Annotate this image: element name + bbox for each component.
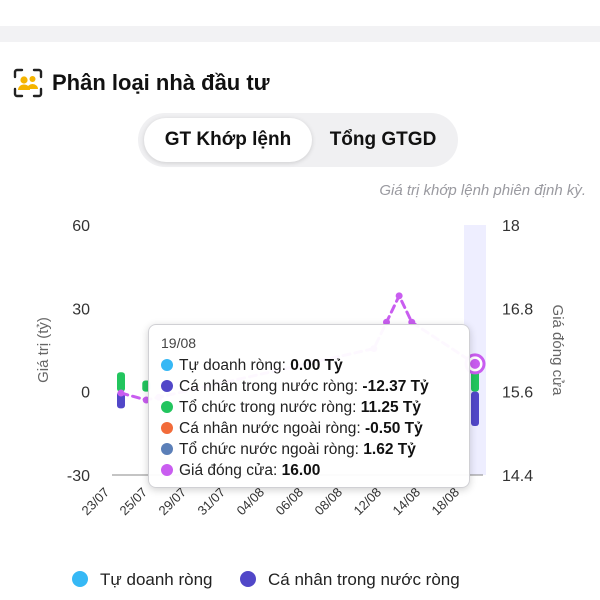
tooltip-label: Tổ chức nước ngoài ròng:: [179, 441, 364, 458]
tooltip-row: Cá nhân trong nước ròng: -12.37 Tỷ: [161, 378, 429, 398]
legend-label: Tự doanh ròng: [100, 570, 213, 589]
tooltip-dot: [161, 401, 173, 413]
chart-tooltip: 19/08 Tự doanh ròng: 0.00 Tỷ Cá nhân tron…: [148, 324, 470, 488]
x-tick-label: 08/08: [312, 485, 346, 519]
x-tick-label: 04/08: [234, 485, 268, 519]
y-tick-label: -30: [67, 468, 90, 485]
x-tick-label: 29/07: [156, 485, 190, 519]
investor-group-icon: [13, 68, 43, 98]
y-tick-label: 0: [81, 385, 90, 402]
legend-dot: [240, 571, 256, 587]
tooltip-dot: [161, 380, 173, 392]
page-title: Phân loại nhà đầu tư: [52, 70, 270, 95]
tooltip-value: 1.62 Tỷ: [363, 441, 416, 458]
y2-tick-label: 18: [502, 218, 520, 235]
tooltip-date: 19/08: [161, 335, 197, 351]
price-point: [117, 389, 125, 397]
tooltip-label: Giá đóng cửa:: [179, 462, 282, 479]
tooltip-row: Cá nhân nước ngoài ròng: -0.50 Tỷ: [161, 420, 423, 440]
x-tick-label: 12/08: [351, 485, 385, 519]
tab-tong-gtgd[interactable]: Tổng GTGD: [329, 129, 437, 150]
legend-item-ca-nhan-trong-nuoc[interactable]: Cá nhân trong nước ròng: [240, 570, 460, 590]
tooltip-row: Tự doanh ròng: 0.00 Tỷ: [161, 357, 343, 377]
tooltip-label: Tự doanh ròng:: [179, 357, 291, 374]
y-tick-label: 30: [72, 301, 90, 318]
top-bar: [0, 26, 600, 42]
tooltip-dot: [161, 359, 173, 371]
chart-note: Giá trị khớp lệnh phiên định kỳ.: [379, 182, 586, 199]
tooltip-value: -0.50 Tỷ: [365, 420, 423, 437]
tooltip-label: Cá nhân trong nước ròng:: [179, 378, 363, 395]
tooltip-label: Cá nhân nước ngoài ròng:: [179, 420, 365, 437]
tooltip-value: -12.37 Tỷ: [362, 378, 429, 395]
x-tick-label: 25/07: [117, 485, 151, 519]
tooltip-row: Giá đóng cửa: 16.00: [161, 462, 320, 482]
tooltip-dot: [161, 422, 173, 434]
y2-tick-label: 15.6: [502, 385, 533, 402]
bar-negative: [471, 391, 479, 427]
legend-item-tu-doanh[interactable]: Tự doanh ròng: [72, 570, 213, 590]
x-tick-label: 06/08: [273, 485, 307, 519]
x-tick-label: 31/07: [195, 485, 229, 519]
tooltip-row: Tổ chức trong nước ròng: 11.25 Tỷ: [161, 399, 421, 419]
price-point: [470, 358, 480, 369]
y2-tick-label: 16.8: [502, 301, 533, 318]
tooltip-value: 16.00: [281, 462, 321, 479]
price-point: [383, 318, 390, 326]
tooltip-value: 0.00 Tỷ: [290, 357, 343, 374]
y2-tick-label: 14.4: [502, 468, 533, 485]
bar-positive: [117, 372, 125, 392]
legend-label: Cá nhân trong nước ròng: [268, 570, 460, 589]
tab-switcher: GT Khớp lệnh Tổng GTGD: [138, 113, 458, 167]
price-point: [408, 318, 416, 326]
x-tick-label: 18/08: [429, 485, 463, 519]
x-tick-label: 14/08: [390, 485, 424, 519]
tooltip-row: Tổ chức nước ngoài ròng: 1.62 Tỷ: [161, 441, 416, 461]
tab-gt-khop-lenh[interactable]: GT Khớp lệnh: [144, 118, 312, 162]
price-point: [395, 292, 403, 300]
y-axis-title: Giá trị (tỷ): [35, 317, 52, 383]
tooltip-value: 11.25 Tỷ: [360, 399, 422, 416]
x-tick-label: 23/07: [79, 485, 113, 519]
legend-dot: [72, 571, 88, 587]
tooltip-label: Tổ chức trong nước ròng:: [179, 399, 361, 416]
tooltip-dot: [161, 443, 173, 455]
tooltip-dot: [161, 464, 173, 476]
y2-axis-title: Giá đóng cửa: [549, 305, 566, 397]
y-tick-label: 60: [72, 218, 90, 235]
